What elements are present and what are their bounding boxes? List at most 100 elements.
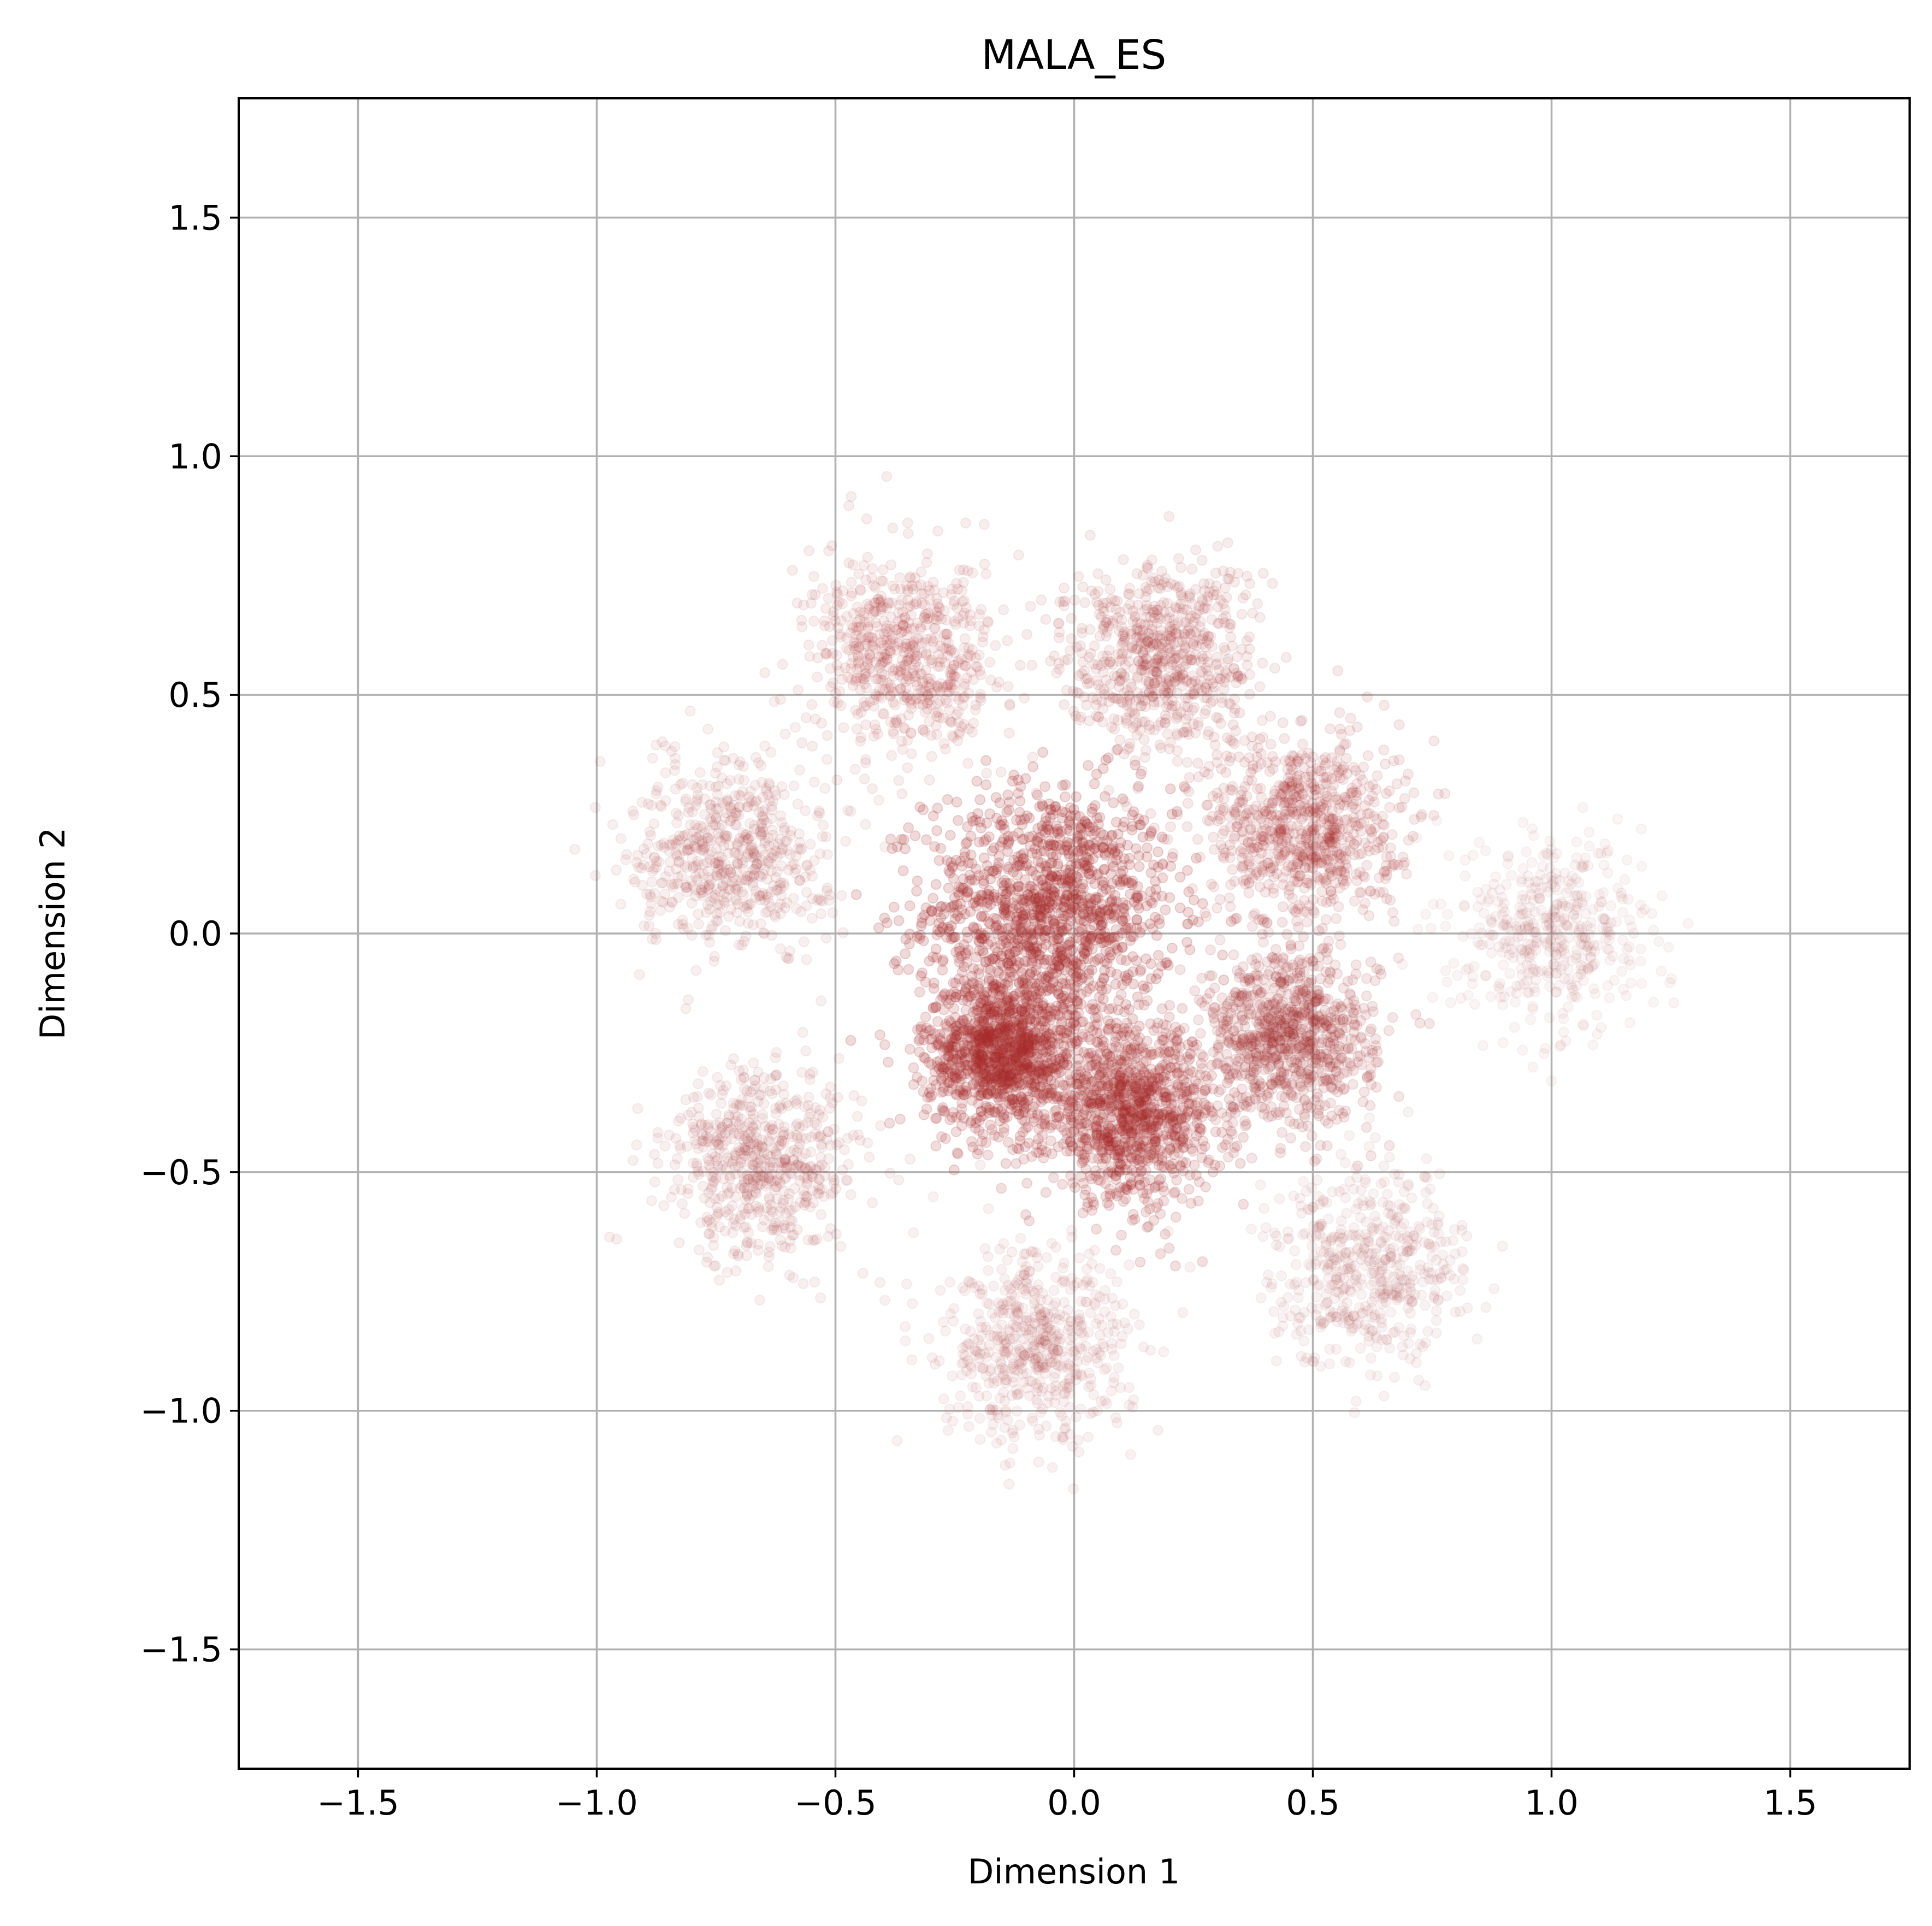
data-point (1085, 925, 1096, 936)
data-point (1277, 917, 1288, 928)
data-point (938, 1105, 949, 1116)
data-point (1157, 858, 1168, 869)
data-point (1335, 939, 1346, 950)
data-point (1100, 905, 1110, 917)
data-point (924, 915, 936, 926)
data-point (1100, 1045, 1112, 1057)
data-point (1217, 949, 1228, 961)
data-point (1039, 1120, 1051, 1131)
data-point (1293, 1118, 1304, 1130)
data-point (1380, 788, 1392, 799)
data-point (971, 776, 983, 787)
data-point (1138, 815, 1149, 826)
data-point (920, 1011, 931, 1023)
data-point (1237, 987, 1248, 999)
data-point (1150, 884, 1162, 895)
data-point (1160, 904, 1171, 915)
data-point (1172, 1062, 1183, 1073)
data-point (985, 1119, 996, 1131)
data-point (1145, 825, 1157, 837)
data-point (1246, 954, 1257, 966)
data-point (991, 997, 1003, 1009)
data-point (1362, 691, 1373, 702)
data-point (991, 920, 1003, 931)
data-point (893, 964, 904, 976)
data-point (975, 932, 986, 944)
data-point (1115, 837, 1126, 848)
data-point (1064, 850, 1076, 862)
data-point (1151, 930, 1162, 941)
data-point (1185, 1198, 1197, 1209)
data-point (933, 855, 945, 866)
data-point (1345, 1033, 1357, 1044)
data-point (1054, 952, 1066, 964)
data-point (1311, 1153, 1322, 1165)
data-point (976, 822, 987, 834)
data-point (1096, 916, 1108, 927)
data-point (943, 1059, 954, 1070)
data-point (1379, 700, 1390, 711)
data-point (1039, 887, 1051, 898)
data-point (1035, 904, 1046, 915)
data-point (1045, 870, 1057, 882)
data-point (1083, 911, 1095, 922)
data-point (982, 901, 993, 913)
data-point (1131, 914, 1143, 925)
data-point (1279, 1091, 1291, 1103)
data-point (1020, 983, 1031, 995)
data-point (1091, 891, 1102, 903)
data-point (1232, 1021, 1244, 1032)
data-point (1091, 903, 1102, 915)
data-point (1023, 990, 1035, 1001)
data-point (1017, 974, 1029, 985)
data-point (1065, 974, 1077, 985)
data-point (1145, 895, 1156, 907)
data-point (1044, 873, 1056, 884)
data-point (1097, 886, 1108, 897)
data-point (1238, 1132, 1249, 1143)
data-point (1267, 1019, 1279, 1030)
data-point (1171, 1174, 1182, 1186)
data-point (1145, 828, 1157, 839)
data-point (1003, 923, 1014, 934)
data-point (1195, 1049, 1207, 1060)
data-point (1045, 804, 1057, 816)
data-point (1054, 889, 1065, 901)
data-point (884, 1118, 895, 1129)
data-point (1003, 861, 1014, 873)
data-point (1047, 936, 1059, 947)
data-point (1124, 853, 1135, 864)
data-point (1156, 1155, 1168, 1166)
data-point (1387, 1012, 1398, 1023)
data-point (1104, 896, 1116, 908)
data-point (1114, 843, 1125, 854)
data-point (1174, 964, 1186, 976)
data-point (1132, 900, 1143, 911)
data-point (1064, 825, 1076, 836)
data-point (1048, 918, 1060, 929)
data-point (1249, 970, 1261, 982)
data-point (994, 797, 1006, 808)
data-point (959, 847, 971, 858)
data-point (1100, 946, 1112, 957)
data-point (1225, 879, 1236, 890)
data-point (985, 899, 996, 910)
data-point (1041, 865, 1053, 877)
data-point (950, 1088, 961, 1100)
data-point (1064, 979, 1076, 990)
data-point (875, 1029, 886, 1041)
data-point (1117, 865, 1129, 877)
data-point (1017, 910, 1029, 921)
data-point (1189, 1137, 1200, 1148)
data-point (1077, 867, 1088, 878)
data-point (1370, 1033, 1381, 1044)
data-point (1001, 945, 1012, 956)
data-point (1311, 1088, 1323, 1100)
data-point (990, 867, 1002, 879)
data-point (1070, 1078, 1082, 1089)
data-point (1334, 707, 1345, 718)
data-point (1322, 994, 1334, 1005)
data-point (1114, 876, 1126, 888)
data-point (1090, 934, 1102, 946)
data-point (1098, 829, 1109, 841)
